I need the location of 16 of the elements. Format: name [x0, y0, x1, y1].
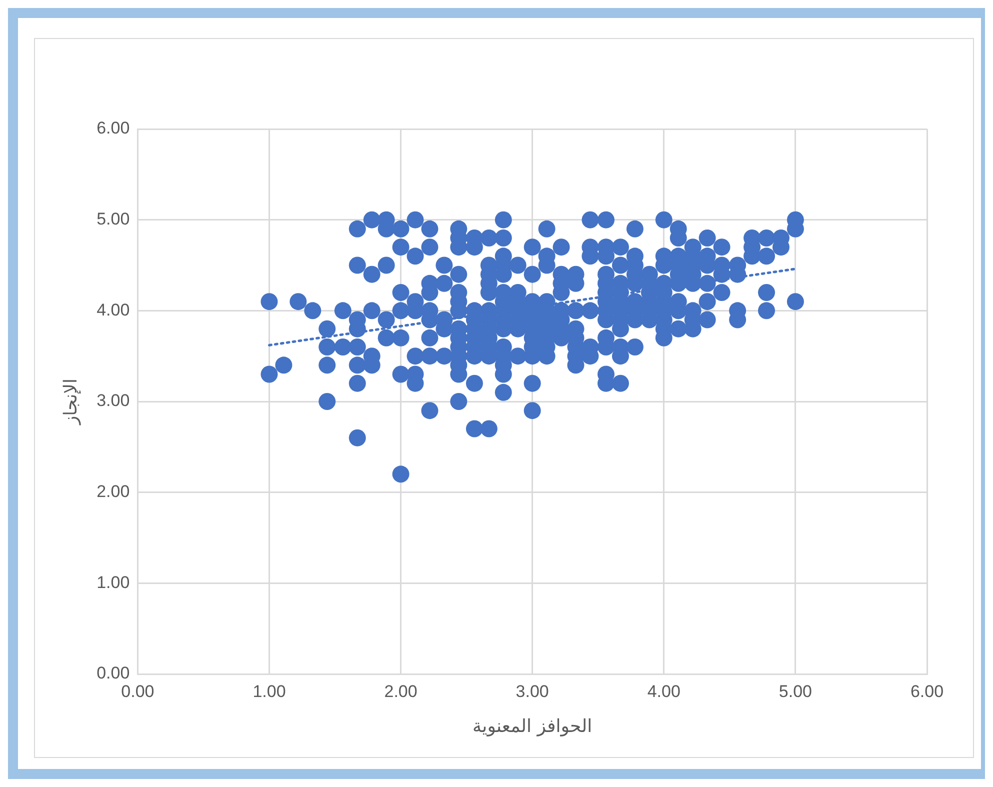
x-tick-label: 2.00 [384, 682, 418, 701]
y-axis-title: الإنجاز [60, 378, 82, 426]
x-tick-label: 4.00 [647, 682, 680, 701]
y-tick-label: 3.00 [96, 391, 130, 410]
x-tick-label: 0.00 [121, 682, 154, 701]
y-tick-label: 4.00 [96, 300, 130, 320]
x-tick-label: 3.00 [516, 682, 549, 701]
y-tick-label: 0.00 [96, 664, 130, 683]
y-tick-label: 6.00 [96, 118, 130, 138]
x-tick-label: 5.00 [778, 682, 812, 701]
y-tick-label: 2.00 [96, 482, 130, 502]
x-axis-title: الحوافز المعنوية [472, 716, 592, 737]
x-tick-label: 6.00 [910, 682, 944, 701]
y-tick-label: 1.00 [96, 572, 130, 592]
y-tick-label: 5.00 [96, 210, 130, 229]
x-tick-label: 1.00 [252, 682, 286, 701]
